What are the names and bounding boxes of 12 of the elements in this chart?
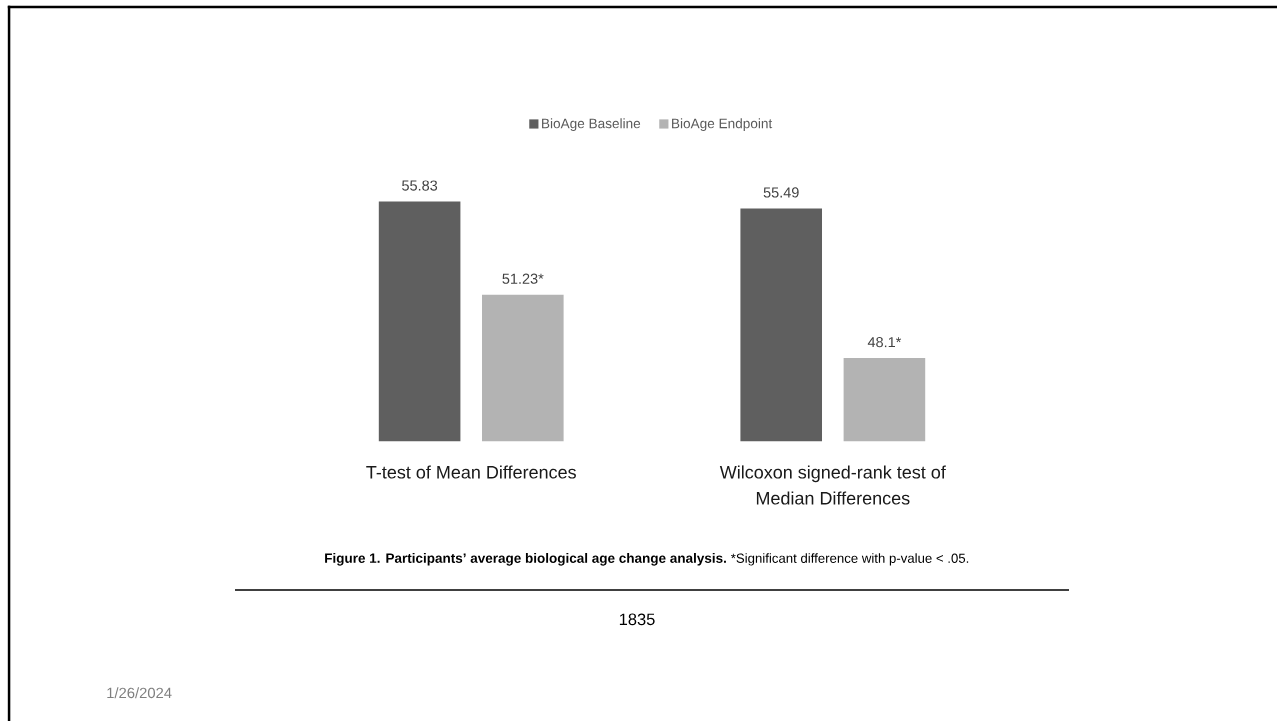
legend-label: BioAge Endpoint <box>672 118 773 131</box>
caption: Figure 1. Participants’ average biological age change analysis. <box>325 553 726 566</box>
legend-label: BioAge Baseline <box>542 118 641 131</box>
data-label: 55.83 <box>402 180 438 191</box>
x-tick-label: T-test of Mean Differences <box>366 465 576 479</box>
text: 1/26/2024 <box>107 687 172 699</box>
text: *Significant difference with p-value < .05. <box>730 553 969 566</box>
data-label: 51.23* <box>502 273 544 284</box>
data-label: 55.49 <box>763 187 799 198</box>
text: 1835 <box>619 613 655 626</box>
data-label: 48.1* <box>867 336 902 348</box>
x-tick-label: Wilcoxon signed-rank test of Median Differences <box>719 465 946 505</box>
